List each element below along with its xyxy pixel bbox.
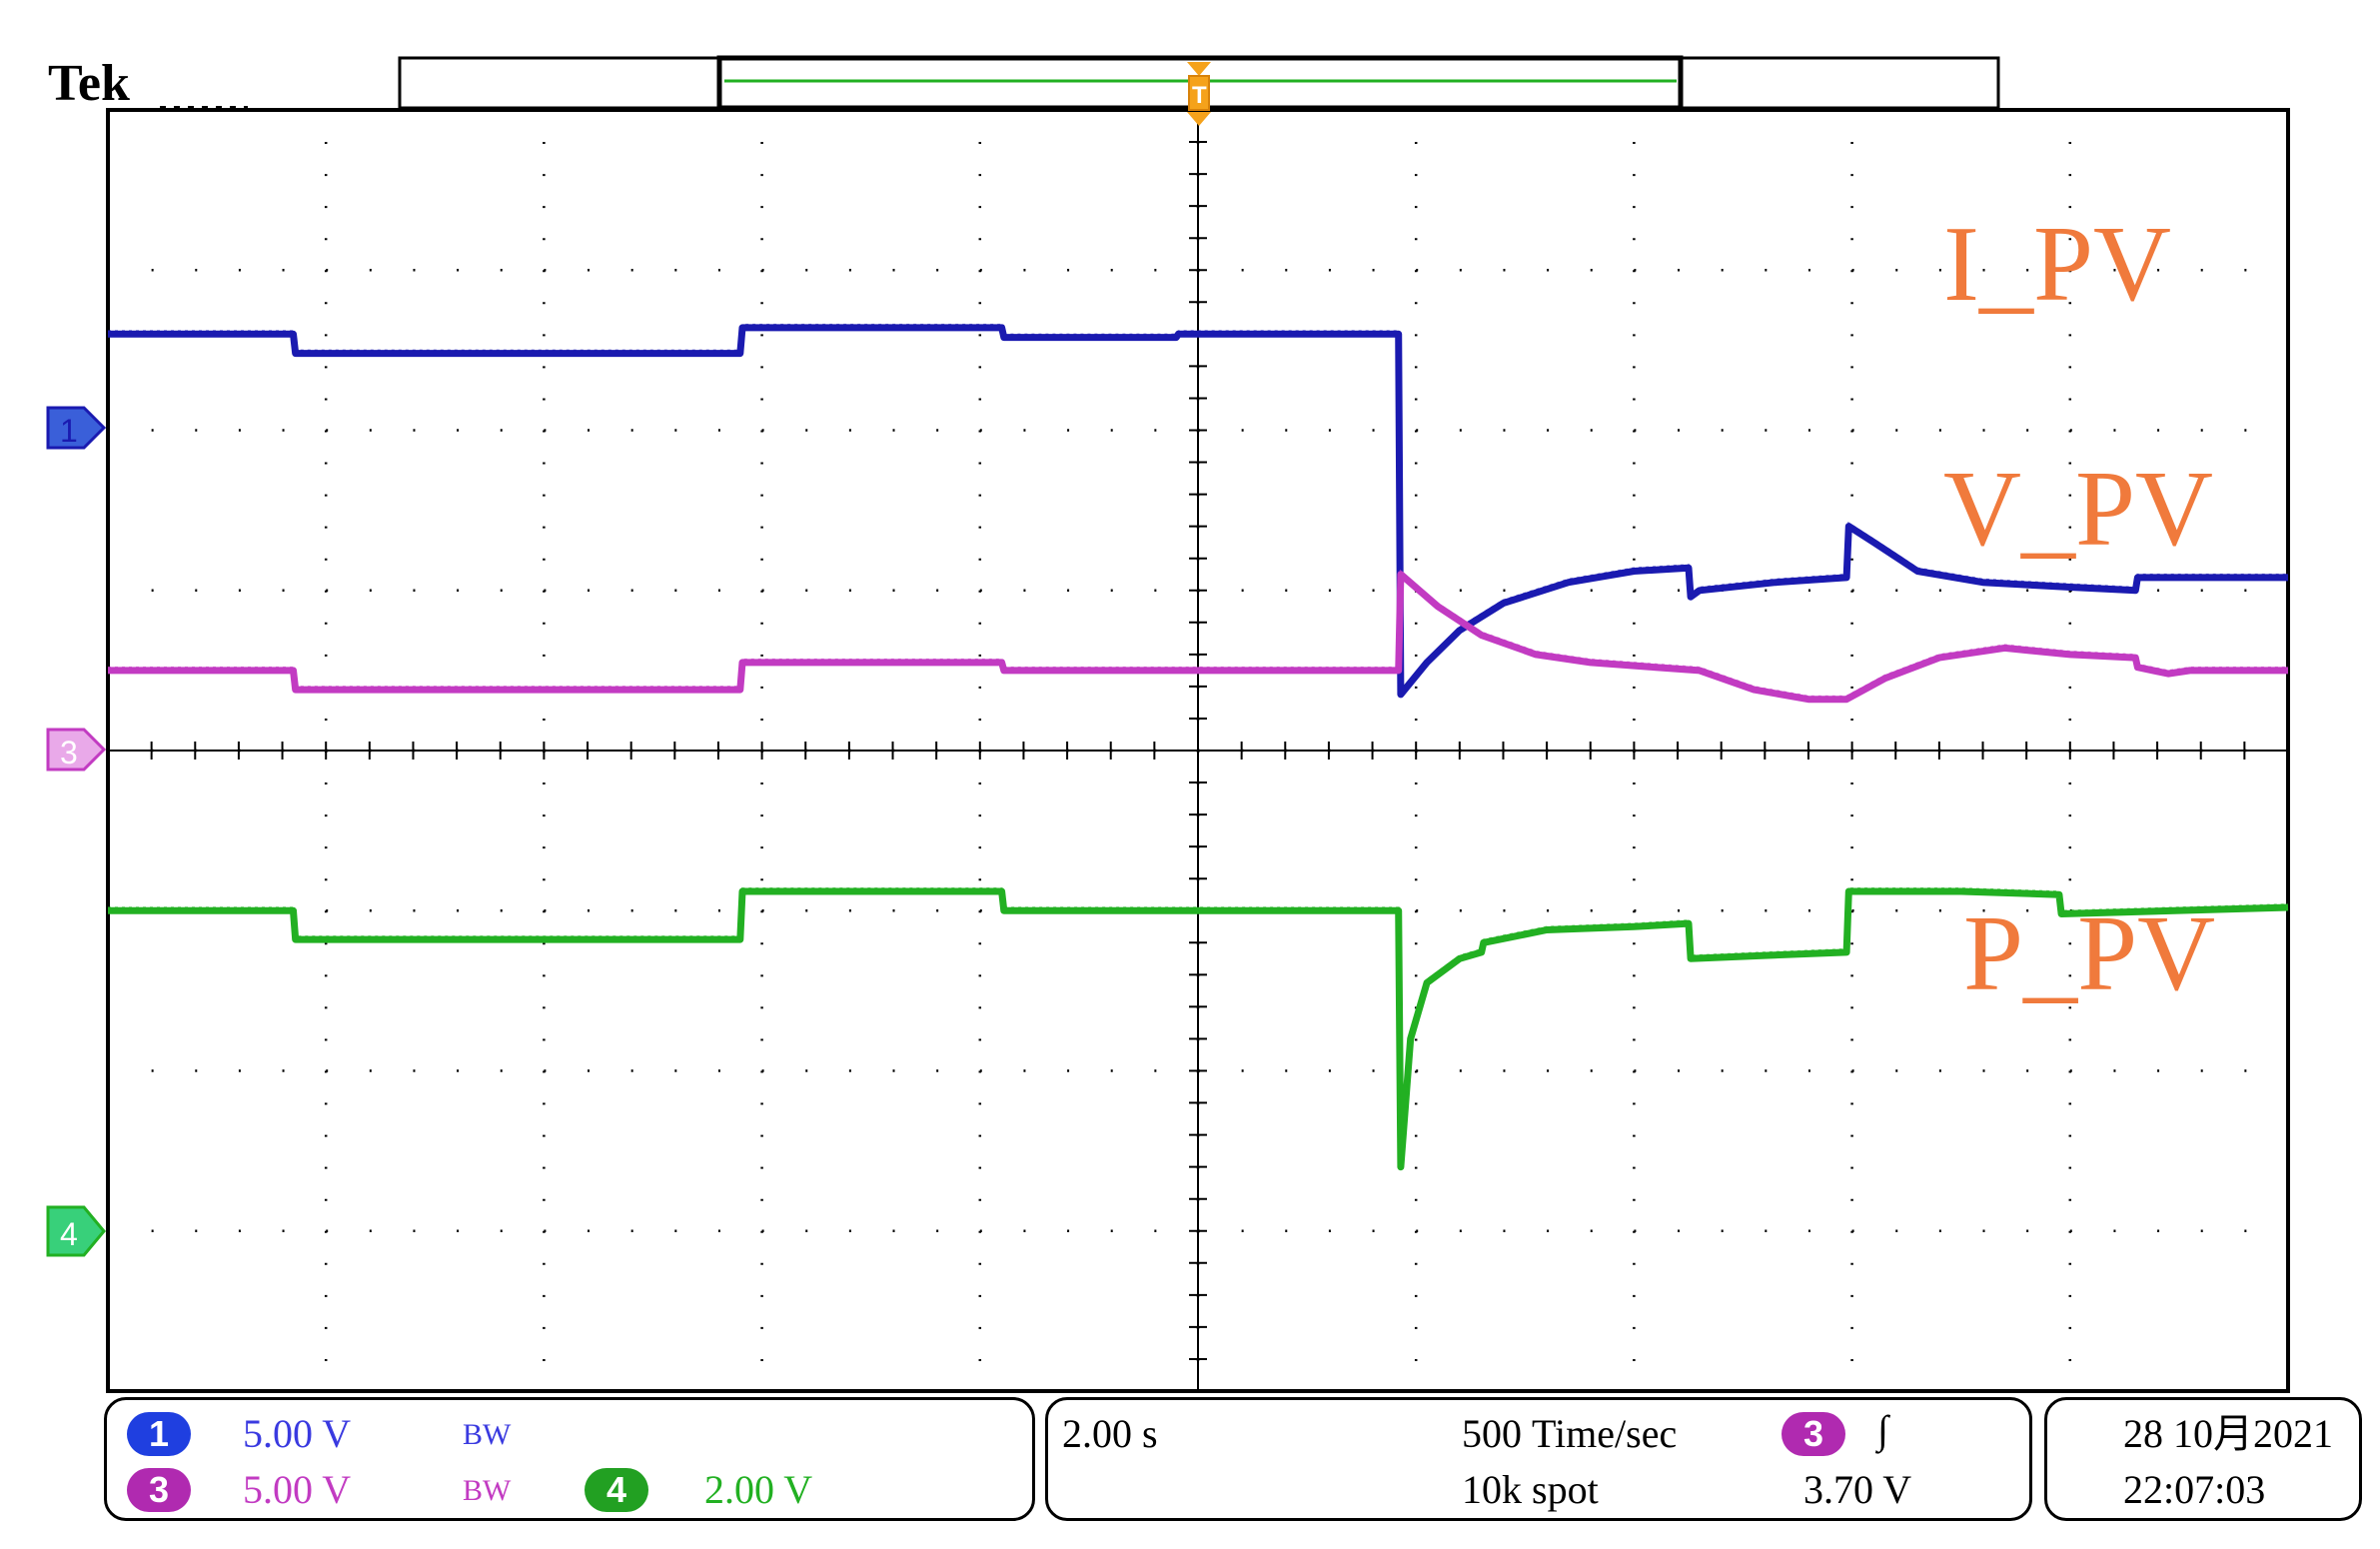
trigger-position-marker[interactable]: T: [1187, 62, 1211, 126]
ch4-marker[interactable]: 4: [46, 1205, 106, 1257]
ch1-marker-label: 1: [60, 413, 78, 449]
trace-v-pv: [108, 571, 2288, 704]
datetime-panel: 28 10月2021 22:07:03: [2044, 1397, 2362, 1521]
sample-rate-value: 500: [1462, 1411, 1522, 1456]
ch4-badge[interactable]: 4: [585, 1468, 648, 1512]
ch1-bw-icon: BW: [463, 1418, 512, 1451]
time-per-div: 2.00 s: [1062, 1411, 1158, 1456]
traces: [108, 323, 2289, 1171]
label-i-pv: I_PV: [1943, 205, 2171, 324]
trigger-flag-label: T: [1192, 82, 1207, 109]
trace-noise-i-pv: [108, 323, 2288, 695]
ch3-marker[interactable]: 3: [46, 728, 107, 772]
trace-noise-p-pv: [108, 887, 2289, 1164]
trigger-flag-icon: [1188, 75, 1210, 111]
brand-label: Tek: [48, 55, 130, 112]
ch1-scale: 5.00 V: [243, 1411, 352, 1456]
trigger-top-arrow-icon: [1187, 62, 1211, 76]
ch1-marker-icon: [46, 406, 107, 450]
ch3-scale: 5.00 V: [243, 1467, 352, 1512]
timebase-readout-panel[interactable]: 2.00 s 500 Time/sec 10k spot 3 ∫ 3.70 V: [1045, 1397, 2032, 1521]
trigger-slope-icon: ∫: [1877, 1407, 1888, 1452]
trace-i-pv: [108, 324, 2288, 699]
trace-noise-v-pv: [108, 569, 2288, 698]
ch4-scale: 2.00 V: [704, 1467, 813, 1512]
ch1-marker[interactable]: 1: [46, 406, 107, 450]
record-length-unit: spot: [1532, 1467, 1599, 1512]
trigger-level: 3.70 V: [1803, 1467, 1912, 1512]
ch3-badge[interactable]: 3: [127, 1468, 191, 1512]
ch3-marker-icon: [46, 728, 107, 772]
record-length-value: 10k: [1462, 1467, 1522, 1512]
trigger-source-badge[interactable]: 3: [1782, 1412, 1845, 1456]
time-text: 22:07:03: [2123, 1467, 2266, 1512]
label-p-pv: P_PV: [1963, 894, 2215, 1013]
ch1-badge[interactable]: 1: [127, 1412, 191, 1456]
sample-rate-unit: Time/sec: [1532, 1411, 1678, 1456]
ch3-bw-icon: BW: [463, 1474, 512, 1507]
trigger-bottom-arrow-icon: [1187, 112, 1211, 126]
ch4-marker-icon: [46, 1205, 106, 1257]
label-v-pv: V_PV: [1943, 450, 2213, 569]
ch4-marker-label: 4: [60, 1216, 78, 1252]
channel-readout-panel[interactable]: 1 5.00 V BW 3 5.00 V BW 4 2.00 V: [104, 1397, 1035, 1521]
ch3-marker-label: 3: [60, 735, 78, 771]
date-text: 28 10月2021: [2123, 1411, 2333, 1456]
